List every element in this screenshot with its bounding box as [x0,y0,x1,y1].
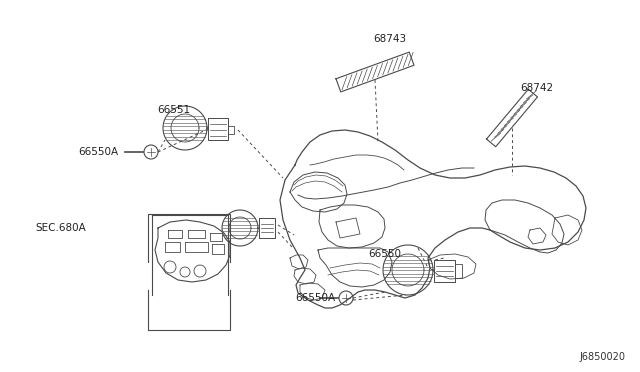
Text: 66551: 66551 [157,105,190,115]
Text: 66550: 66550 [368,249,401,259]
Text: J6850020: J6850020 [579,352,625,362]
Text: 66550A: 66550A [78,147,118,157]
Text: SEC.680A: SEC.680A [35,223,86,233]
Text: 68742: 68742 [520,83,553,93]
Text: 66550A: 66550A [295,293,335,303]
Text: 68743: 68743 [373,34,406,44]
